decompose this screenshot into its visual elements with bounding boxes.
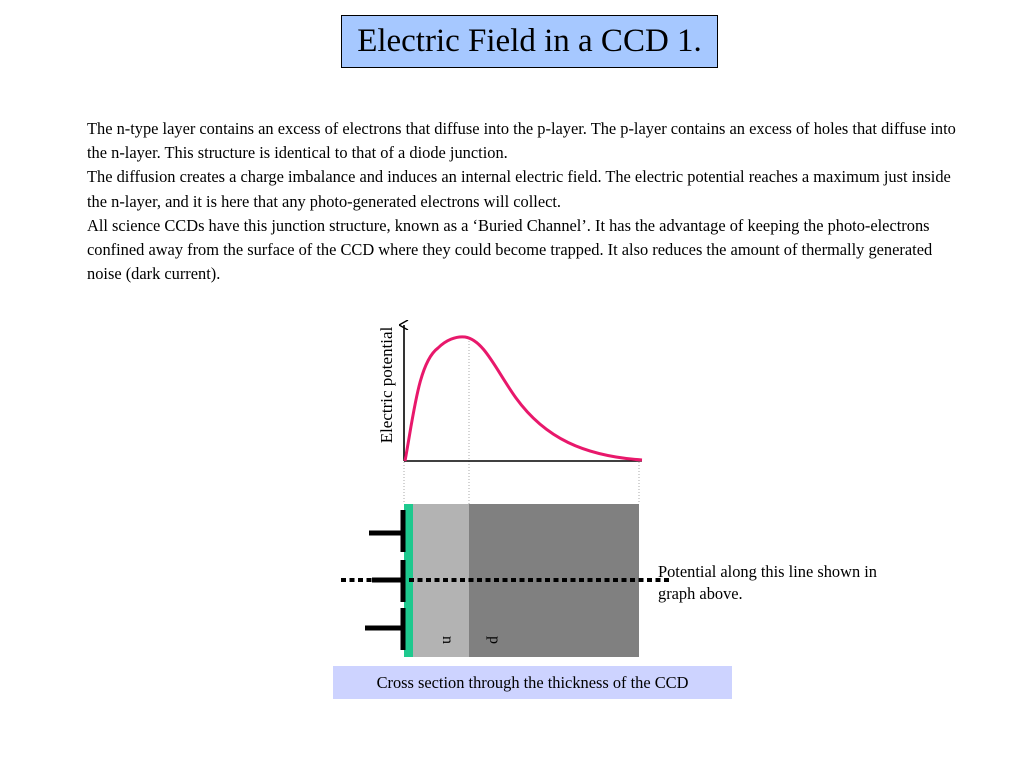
section-line-note: Potential along this line shown in graph… xyxy=(658,562,877,603)
y-axis-label: Electric potential xyxy=(377,326,396,444)
n-label: n xyxy=(439,636,456,644)
paragraph-1: The n-type layer contains an excess of e… xyxy=(87,119,956,163)
slide-title: Electric Field in a CCD 1. xyxy=(341,15,718,68)
paragraph-3: All science CCDs have this junction stru… xyxy=(87,215,933,284)
potential-curve xyxy=(403,335,643,462)
cross-section-caption: Cross section through the thickness of t… xyxy=(333,666,732,699)
surface-layer xyxy=(404,504,413,657)
paragraph-2: The diffusion creates a charge imbalance… xyxy=(87,167,951,211)
body-text: The n-type layer contains an excess of e… xyxy=(87,117,967,286)
p-label: p xyxy=(486,636,503,644)
